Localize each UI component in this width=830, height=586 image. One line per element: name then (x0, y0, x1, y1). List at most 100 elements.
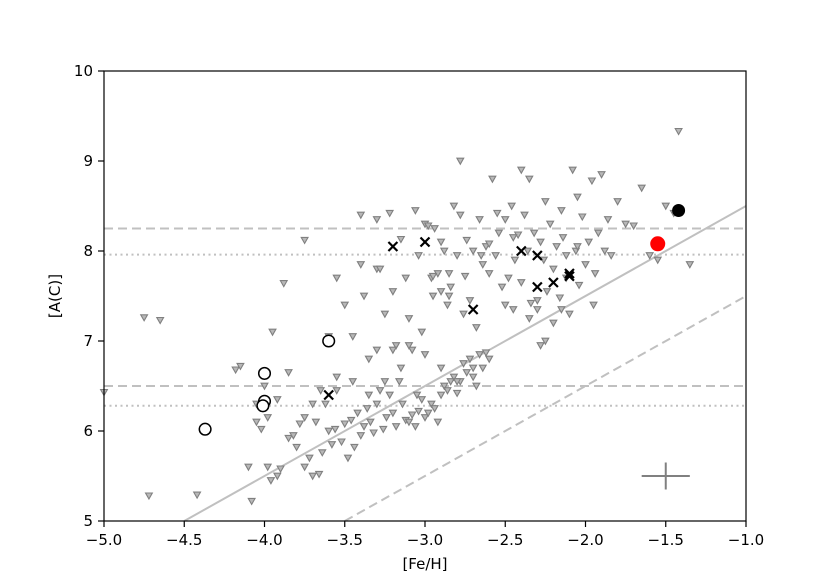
triangle-point (436, 288, 446, 296)
triangle-point (430, 225, 439, 233)
cross-point (387, 241, 399, 252)
triangle-point (603, 216, 613, 224)
triangle-point (507, 202, 517, 211)
triangle-point (526, 299, 536, 308)
triangle-point (661, 202, 671, 211)
triangle-point (236, 362, 245, 371)
triangle-point (472, 324, 481, 332)
triangle-point (279, 280, 289, 288)
triangle-point (444, 270, 454, 278)
triangle-point (484, 270, 494, 278)
triangle-point (260, 382, 269, 391)
y-tick-label: 10 (74, 62, 93, 80)
filled-red-point (650, 236, 666, 252)
triangle-point (369, 429, 378, 438)
triangle-point (462, 236, 472, 245)
triangle-point (252, 418, 261, 427)
triangle-point (385, 391, 395, 400)
triangle-point (577, 213, 587, 222)
triangle-point (428, 292, 438, 301)
triangle-point (629, 222, 638, 231)
triangle-point (478, 261, 488, 269)
triangle-point (484, 240, 494, 249)
triangle-point (492, 209, 502, 218)
triangle-point (411, 423, 420, 431)
y-tick-label: 6 (83, 422, 93, 440)
triangle-point (382, 414, 391, 422)
triangle-point (468, 364, 478, 373)
triangle-point (300, 236, 309, 245)
triangle-point (244, 463, 253, 472)
triangle-point (272, 472, 282, 481)
triangle-point (420, 414, 430, 422)
x-tick-label: −2.0 (567, 531, 603, 549)
cross-point (564, 270, 575, 282)
triangle-point (364, 355, 374, 364)
triangle-point (565, 310, 574, 319)
triangle-point (417, 328, 427, 337)
triangle-point (314, 470, 324, 479)
triangle-point (330, 425, 340, 434)
triangle-point (475, 351, 484, 359)
triangle-point (317, 449, 327, 457)
triangle-point (494, 229, 504, 238)
triangle-point (587, 177, 597, 186)
triangle-point (524, 315, 534, 323)
triangle-point (555, 294, 565, 303)
triangle-point (144, 492, 154, 501)
triangle-point (308, 400, 317, 409)
triangle-point (263, 463, 273, 472)
triangle-point (497, 283, 507, 292)
filled-circle-series (650, 204, 686, 252)
triangle-point (637, 184, 647, 193)
triangle-point (407, 411, 417, 420)
triangle-point (300, 463, 309, 472)
triangle-point (504, 274, 513, 283)
triangle-point (411, 207, 420, 215)
triangle-point (446, 283, 456, 292)
triangle-point (430, 405, 439, 413)
triangle-point (372, 346, 382, 355)
triangle-point (192, 491, 202, 500)
triangle-point (428, 272, 438, 281)
filled-black-point (672, 204, 686, 217)
x-tick-label: −2.5 (487, 531, 523, 549)
triangle-point (378, 425, 388, 434)
triangle-point (460, 272, 470, 281)
triangle-point (436, 238, 446, 247)
triangle-point (300, 414, 309, 422)
triangle-point (332, 274, 342, 283)
open-circle-point (198, 422, 212, 436)
cross-point (548, 277, 559, 288)
triangle-point (558, 234, 568, 242)
triangle-point (268, 328, 277, 337)
triangle-point (263, 414, 273, 422)
triangle-point (465, 355, 475, 364)
triangle-point (231, 366, 240, 375)
triangle-point (372, 400, 382, 409)
x-tick-label: −1.5 (648, 531, 684, 549)
triangle-point (359, 423, 369, 431)
triangle-point (549, 265, 558, 274)
triangle-point (396, 364, 406, 373)
triangle-series (99, 127, 695, 506)
y-tick-label: 9 (83, 152, 93, 170)
triangle-point (510, 256, 520, 265)
triangle-point (316, 387, 326, 395)
triangle-point (247, 497, 257, 506)
x-axis-ticks: −5.0 −4.5 −4.0 −3.5 −3.0 −2.5 −2.0 −1.5 −1.0 (86, 521, 764, 549)
triangle-point (452, 389, 462, 398)
triangle-point (549, 319, 558, 328)
triangle-point (529, 229, 539, 238)
triangle-point (324, 427, 334, 436)
triangle-point (256, 425, 266, 434)
triangle-point (436, 391, 446, 400)
triangle-point (593, 229, 603, 238)
triangle-point (685, 261, 695, 269)
triangle-point (561, 252, 571, 260)
triangle-point (541, 337, 550, 346)
triangle-point (404, 418, 414, 427)
triangle-point (475, 216, 484, 224)
triangle-point (284, 434, 293, 443)
